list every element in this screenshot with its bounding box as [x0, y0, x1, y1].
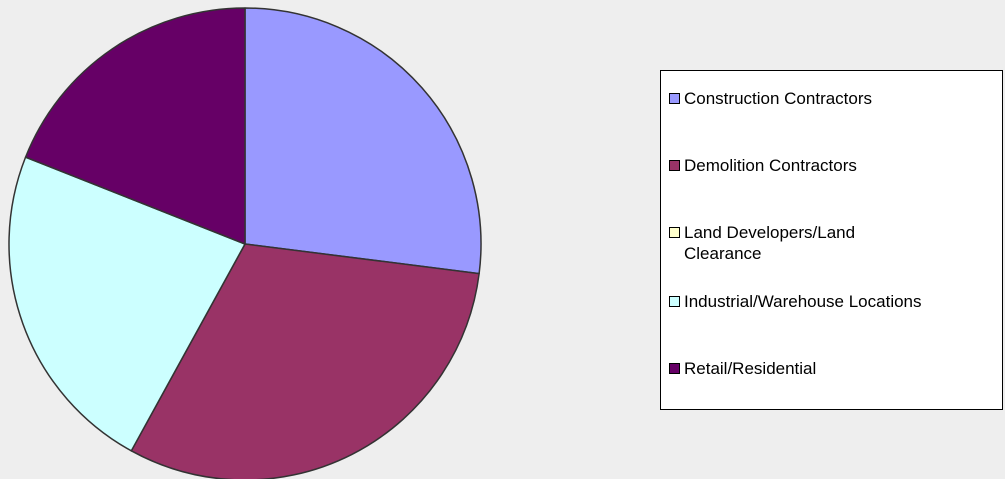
pie-slice: [244, 7, 482, 275]
legend-swatch: [669, 160, 680, 171]
legend-item: Demolition Contractors: [669, 155, 857, 176]
legend-label: Land Developers/Land Clearance: [684, 223, 856, 263]
legend-swatch: [669, 296, 680, 307]
pie-slice: [8, 156, 246, 452]
legend-label: Retail/Residential: [684, 359, 817, 378]
legend-item: Retail/Residential: [669, 358, 816, 379]
legend-label: Industrial/Warehouse Locations: [684, 292, 922, 311]
legend-swatch: [669, 227, 680, 238]
legend-label: Construction Contractors: [684, 89, 873, 108]
legend-item: Land Developers/Land Clearance: [669, 222, 924, 264]
legend-item: Industrial/Warehouse Locations: [669, 291, 922, 312]
legend-label: Demolition Contractors: [684, 156, 857, 175]
pie-slice: [24, 7, 246, 245]
legend: Construction Contractors Demolition Contr…: [660, 70, 1003, 410]
pie-slice: [130, 243, 480, 479]
legend-swatch: [669, 363, 680, 374]
legend-swatch: [669, 93, 680, 104]
legend-item: Construction Contractors: [669, 88, 872, 109]
